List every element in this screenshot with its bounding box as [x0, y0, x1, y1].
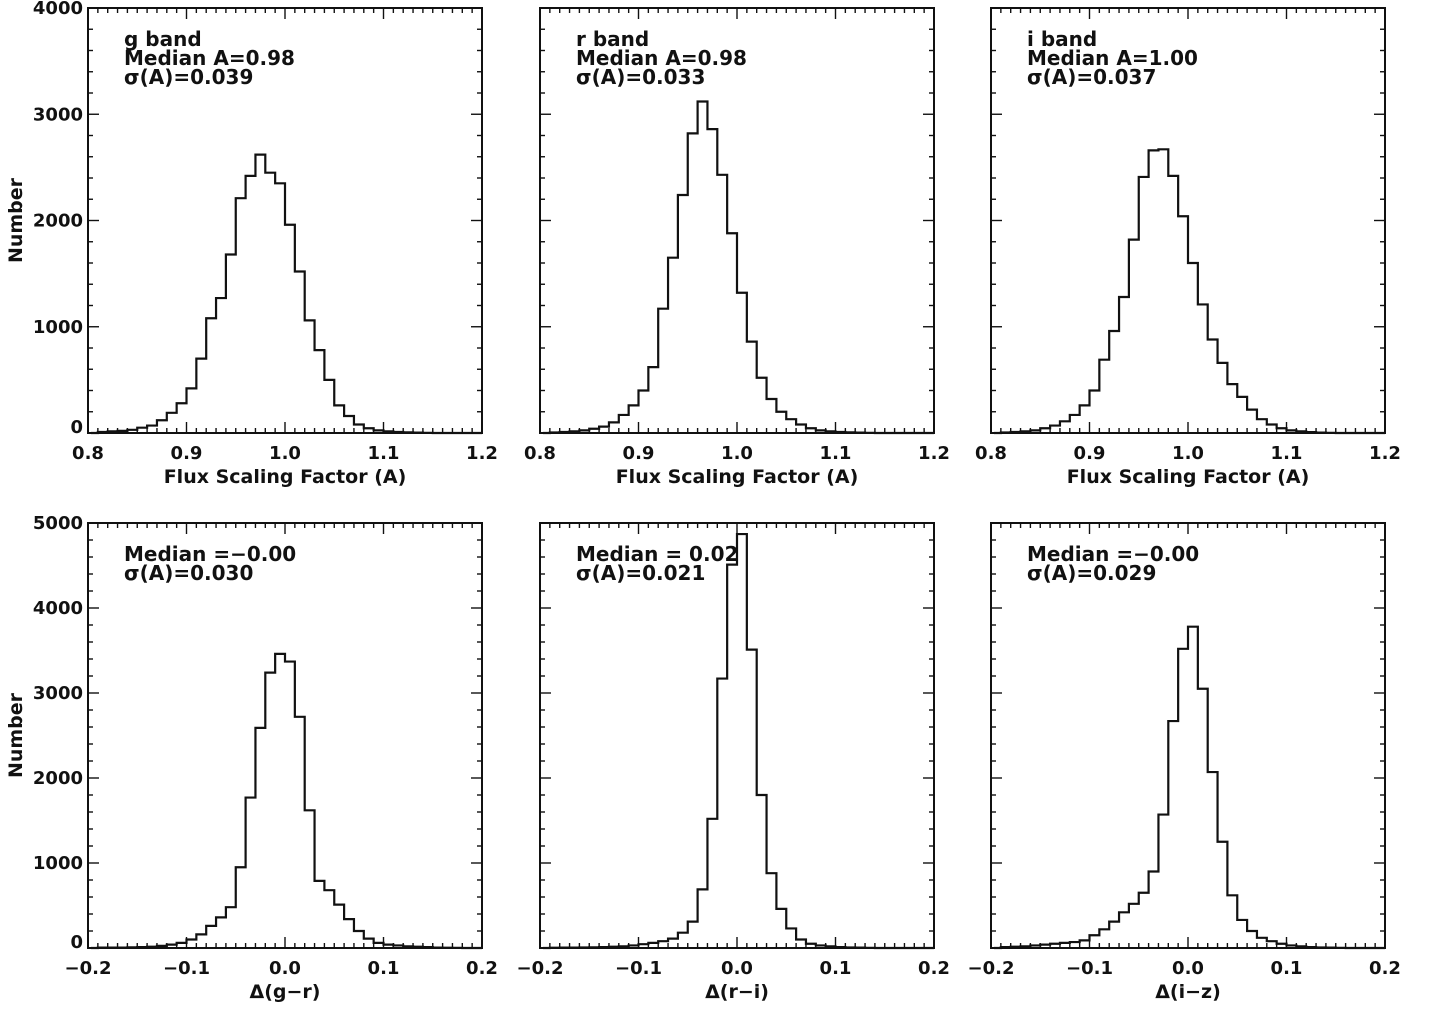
annotation-line: σ(A)=0.030: [124, 561, 253, 585]
x-tick-label: 1.2: [1369, 443, 1401, 464]
annotation-line: i band: [1027, 27, 1097, 51]
x-tick-label: −0.1: [1066, 958, 1113, 979]
x-tick-label: 0.0: [721, 958, 753, 979]
annotation-line: σ(A)=0.037: [1027, 65, 1156, 89]
x-tick-label: 1.0: [1172, 443, 1204, 464]
x-tick-label: 0.2: [466, 958, 498, 979]
annotation-line: g band: [124, 27, 202, 51]
plot-frame: [990, 522, 1386, 949]
annotation-line: Median =−0.00: [1027, 542, 1199, 566]
x-tick-label: −0.2: [65, 958, 112, 979]
x-tick-label: 0.9: [623, 443, 655, 464]
y-tick-label: 4000: [33, 598, 83, 619]
y-tick-label: 0: [70, 932, 83, 953]
x-axis-label: Δ(g−r): [250, 981, 321, 1003]
x-tick-label: 1.2: [466, 443, 498, 464]
x-tick-label: 1.1: [1271, 443, 1303, 464]
y-axis-label: Number: [5, 177, 27, 263]
annotation-line: Median A=0.98: [124, 46, 295, 70]
x-axis-label: Flux Scaling Factor (A): [1067, 466, 1310, 488]
histogram-panel-2: 0.8 0.9 1.0 1.1 1.2 Flux Scaling Factor (A) r …: [524, 7, 950, 488]
x-tick-label: 0.9: [1074, 443, 1106, 464]
histogram-series: [542, 532, 934, 950]
y-tick-label: 1000: [33, 853, 83, 874]
x-tick-label: 0.0: [1172, 958, 1204, 979]
x-axis-label: Flux Scaling Factor (A): [164, 466, 407, 488]
y-tick-label: 2000: [33, 211, 83, 232]
x-tick-label: 0.9: [171, 443, 203, 464]
x-tick-label: 1.1: [368, 443, 400, 464]
y-tick-label: 5000: [33, 513, 83, 534]
histogram-panel-6: −0.2 −0.1 0.0 0.1 0.2 Δ(i−z) Median =−0.00σ(A)…: [968, 522, 1401, 1003]
x-tick-label: 1.1: [820, 443, 852, 464]
histogram-series: [993, 625, 1385, 950]
x-tick-label: −0.1: [615, 958, 662, 979]
x-tick-label: 1.0: [269, 443, 301, 464]
histogram-panel-4: −0.2 −0.1 0.0 0.1 0.2 0 1000 2000 3000 4000 5000 Δ(…: [5, 513, 498, 1003]
histogram-series: [90, 652, 482, 950]
x-tick-label: 0.8: [524, 443, 556, 464]
x-tick-label: 0.8: [975, 443, 1007, 464]
annotation-line: σ(A)=0.029: [1027, 561, 1156, 585]
histogram-panel-3: 0.8 0.9 1.0 1.1 1.2 Flux Scaling Factor (A) i …: [975, 7, 1401, 488]
y-tick-label: 2000: [33, 768, 83, 789]
annotation-line: Median A=0.98: [576, 46, 747, 70]
x-tick-label: −0.2: [968, 958, 1015, 979]
x-tick-label: 0.1: [820, 958, 852, 979]
x-tick-label: 0.8: [72, 443, 104, 464]
histogram-series: [542, 100, 934, 435]
x-tick-label: −0.2: [517, 958, 564, 979]
annotation-line: Median =−0.00: [124, 542, 296, 566]
x-tick-label: 0.1: [368, 958, 400, 979]
annotation-line: σ(A)=0.039: [124, 65, 253, 89]
x-tick-label: 0.2: [1369, 958, 1401, 979]
annotation-line: σ(A)=0.021: [576, 561, 705, 585]
y-tick-label: 4000: [33, 0, 83, 19]
x-tick-label: 1.0: [721, 443, 753, 464]
x-tick-label: 0.2: [918, 958, 950, 979]
annotation-line: r band: [576, 27, 649, 51]
x-tick-label: −0.1: [163, 958, 210, 979]
x-tick-label: 0.0: [269, 958, 301, 979]
plot-frame: [87, 522, 483, 949]
x-tick-label: 1.2: [918, 443, 950, 464]
histogram-series: [993, 148, 1385, 435]
x-axis-label: Flux Scaling Factor (A): [616, 466, 859, 488]
y-axis-label: Number: [5, 692, 27, 778]
annotation-line: σ(A)=0.033: [576, 65, 705, 89]
histogram-panel-1: 0.8 0.9 1.0 1.1 1.2 0 1000 2000 3000 4000 Flux Sca…: [5, 0, 498, 488]
y-tick-label: 1000: [33, 317, 83, 338]
x-tick-label: 0.1: [1271, 958, 1303, 979]
annotation-line: Median A=1.00: [1027, 46, 1198, 70]
x-axis-label: Δ(i−z): [1155, 981, 1221, 1003]
x-axis-label: Δ(r−i): [705, 981, 769, 1003]
y-tick-label: 0: [70, 417, 83, 438]
y-tick-label: 3000: [33, 683, 83, 704]
histogram-panel-5: −0.2 −0.1 0.0 0.1 0.2 Δ(r−i) Median = 0.02σ(A)…: [517, 522, 950, 1003]
plot-frame: [539, 522, 935, 949]
annotation-line: Median = 0.02: [576, 542, 738, 566]
y-tick-label: 3000: [33, 104, 83, 125]
histogram-series: [90, 153, 482, 435]
